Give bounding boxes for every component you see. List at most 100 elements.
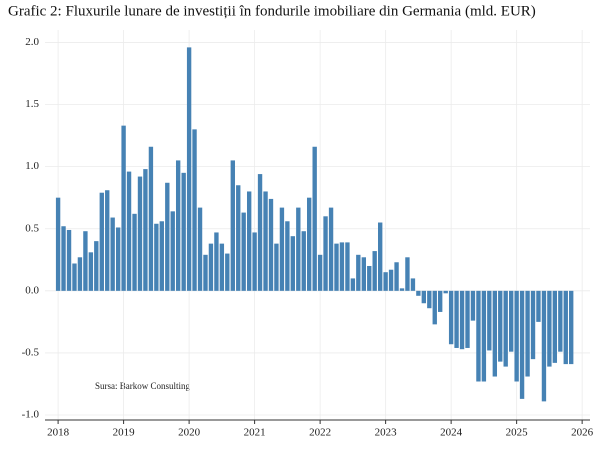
bar [481, 290, 487, 382]
bar [88, 252, 94, 291]
bar [77, 257, 83, 291]
bar [345, 242, 350, 291]
x-tick-label: 2021 [244, 427, 266, 439]
bar [165, 182, 170, 291]
bar [236, 185, 241, 291]
bar [175, 160, 181, 291]
y-tick-label: 0.0 [25, 284, 39, 296]
bar [438, 290, 443, 312]
bar [372, 251, 377, 291]
bar [388, 269, 394, 291]
bar [312, 146, 317, 291]
bar [230, 160, 235, 291]
bar [241, 212, 246, 291]
bar [143, 169, 148, 291]
bar [181, 172, 186, 291]
bar [427, 290, 432, 309]
x-tick-label: 2020 [178, 427, 201, 439]
x-tick-label: 2023 [375, 427, 398, 439]
bar [519, 290, 525, 399]
bar [350, 278, 356, 291]
bar [72, 263, 77, 291]
bar [383, 272, 388, 291]
bar [563, 290, 568, 365]
bar [569, 290, 574, 365]
bar [296, 207, 301, 291]
bar [137, 176, 143, 291]
bar [170, 211, 175, 291]
bar [432, 290, 437, 325]
bar [492, 290, 498, 377]
source-note: Sursa: Barkow Consulting [95, 381, 191, 391]
bar [126, 171, 132, 291]
bar [263, 191, 268, 291]
y-tick-label: 0.5 [25, 222, 39, 234]
bar [459, 290, 465, 350]
bar [470, 290, 476, 321]
bar [525, 290, 530, 377]
bar [476, 290, 481, 382]
bar [356, 254, 361, 291]
bar [552, 290, 558, 363]
bar [323, 216, 328, 291]
chart-title: Grafic 2: Fluxurile lunare de investiții… [8, 3, 536, 19]
bar [132, 213, 137, 291]
y-tick-label: 1.5 [25, 98, 39, 110]
bar [487, 290, 492, 351]
bar [448, 290, 454, 345]
y-tick-label: 2.0 [25, 36, 39, 48]
bar [290, 236, 295, 291]
bar [361, 257, 366, 291]
bar [159, 221, 164, 291]
bar [301, 231, 306, 291]
bar [530, 290, 536, 360]
x-tick-label: 2025 [506, 427, 529, 439]
bar [399, 288, 405, 291]
bar [421, 290, 426, 304]
x-tick-label: 2024 [440, 427, 463, 439]
bar [66, 229, 72, 291]
bar [257, 174, 263, 291]
bar [55, 197, 61, 291]
bar [416, 290, 421, 296]
bar [94, 241, 99, 291]
bar [405, 257, 410, 291]
bar [334, 243, 339, 291]
bar [105, 190, 110, 291]
bar [541, 290, 547, 402]
bar [509, 290, 514, 352]
bar [317, 254, 323, 291]
bar [367, 265, 372, 291]
bar [503, 290, 508, 367]
bar [225, 253, 230, 291]
bar [252, 232, 257, 291]
bar [192, 129, 197, 291]
bar [547, 290, 552, 367]
bar [498, 290, 503, 362]
bar [197, 207, 203, 291]
bar [219, 243, 225, 291]
bar [154, 223, 159, 291]
bar [454, 290, 459, 348]
bar [110, 217, 115, 291]
bar [279, 207, 285, 291]
x-tick-label: 2018 [47, 427, 70, 439]
bar [328, 207, 334, 291]
bar [339, 242, 345, 291]
bar [285, 221, 290, 291]
bar [121, 125, 126, 291]
bar [214, 232, 219, 291]
x-tick-label: 2019 [113, 427, 136, 439]
bar [115, 227, 121, 291]
bar [246, 191, 252, 291]
x-tick-label: 2022 [309, 427, 331, 439]
bar [558, 290, 563, 352]
bar [208, 243, 214, 291]
bar [514, 290, 519, 382]
bar [536, 290, 541, 322]
bar [268, 198, 274, 291]
y-tick-label: 1.0 [25, 160, 39, 172]
y-tick-label: -0.5 [22, 346, 40, 358]
bar [443, 290, 448, 294]
